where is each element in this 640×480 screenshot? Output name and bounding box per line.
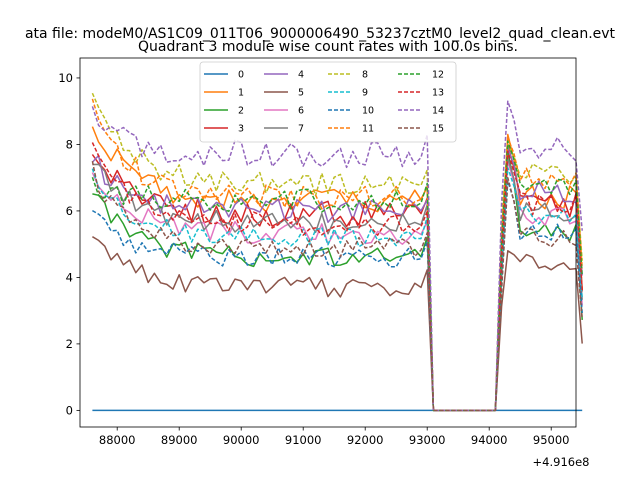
x-tick-label: 89000	[161, 433, 198, 447]
legend-label-1: 1	[238, 88, 244, 99]
y-tick-label: 6	[66, 204, 73, 218]
legend-label-4: 4	[298, 70, 304, 81]
plot-lines	[91, 92, 583, 412]
chart-suptitle: ata file: modeM0/AS1C09_011T06_900000649…	[25, 26, 616, 42]
legend-label-2: 2	[238, 106, 244, 117]
x-tick-label: 94000	[471, 433, 508, 447]
x-tick-label: 91000	[285, 433, 322, 447]
series-line-15	[91, 161, 583, 412]
y-tick-label: 4	[66, 270, 73, 284]
series-line-12	[91, 140, 583, 412]
legend-label-15: 15	[432, 124, 444, 135]
legend-label-14: 14	[432, 106, 444, 117]
x-offset-label: +4.916e8	[533, 455, 590, 469]
y-tick-label: 0	[66, 403, 73, 417]
y-axis-ticks: 0 2 4 6 8 10	[58, 71, 80, 417]
y-tick-label: 10	[58, 71, 73, 85]
y-tick-label: 8	[66, 137, 73, 151]
legend-label-3: 3	[238, 124, 244, 135]
series-line-13	[91, 142, 583, 412]
series-line-14	[91, 100, 583, 412]
x-tick-label: 88000	[99, 433, 136, 447]
legend-label-6: 6	[298, 106, 304, 117]
legend-label-11: 11	[362, 124, 374, 135]
legend-label-5: 5	[298, 88, 304, 99]
legend-label-10: 10	[362, 106, 374, 117]
legend-frame	[199, 61, 457, 143]
series-line-5	[92, 236, 583, 412]
x-axis-ticks: 88000 89000 90000 91000 92000 93000 94000 95000	[99, 427, 570, 447]
series-line-10	[92, 180, 583, 412]
legend-label-13: 13	[432, 88, 444, 99]
legend-label-9: 9	[362, 88, 368, 99]
axes-frame	[79, 57, 577, 428]
legend-label-8: 8	[362, 70, 368, 81]
legend-label-0: 0	[238, 70, 244, 81]
legend-label-7: 7	[298, 124, 304, 135]
x-tick-label: 90000	[223, 433, 260, 447]
x-tick-label: 95000	[533, 433, 570, 447]
x-tick-label: 92000	[347, 433, 384, 447]
y-tick-label: 2	[66, 337, 73, 351]
x-tick-label: 93000	[409, 433, 446, 447]
legend-label-12: 12	[432, 70, 444, 81]
chart-title: Quadrant 3 module wise count rates with …	[138, 39, 518, 55]
